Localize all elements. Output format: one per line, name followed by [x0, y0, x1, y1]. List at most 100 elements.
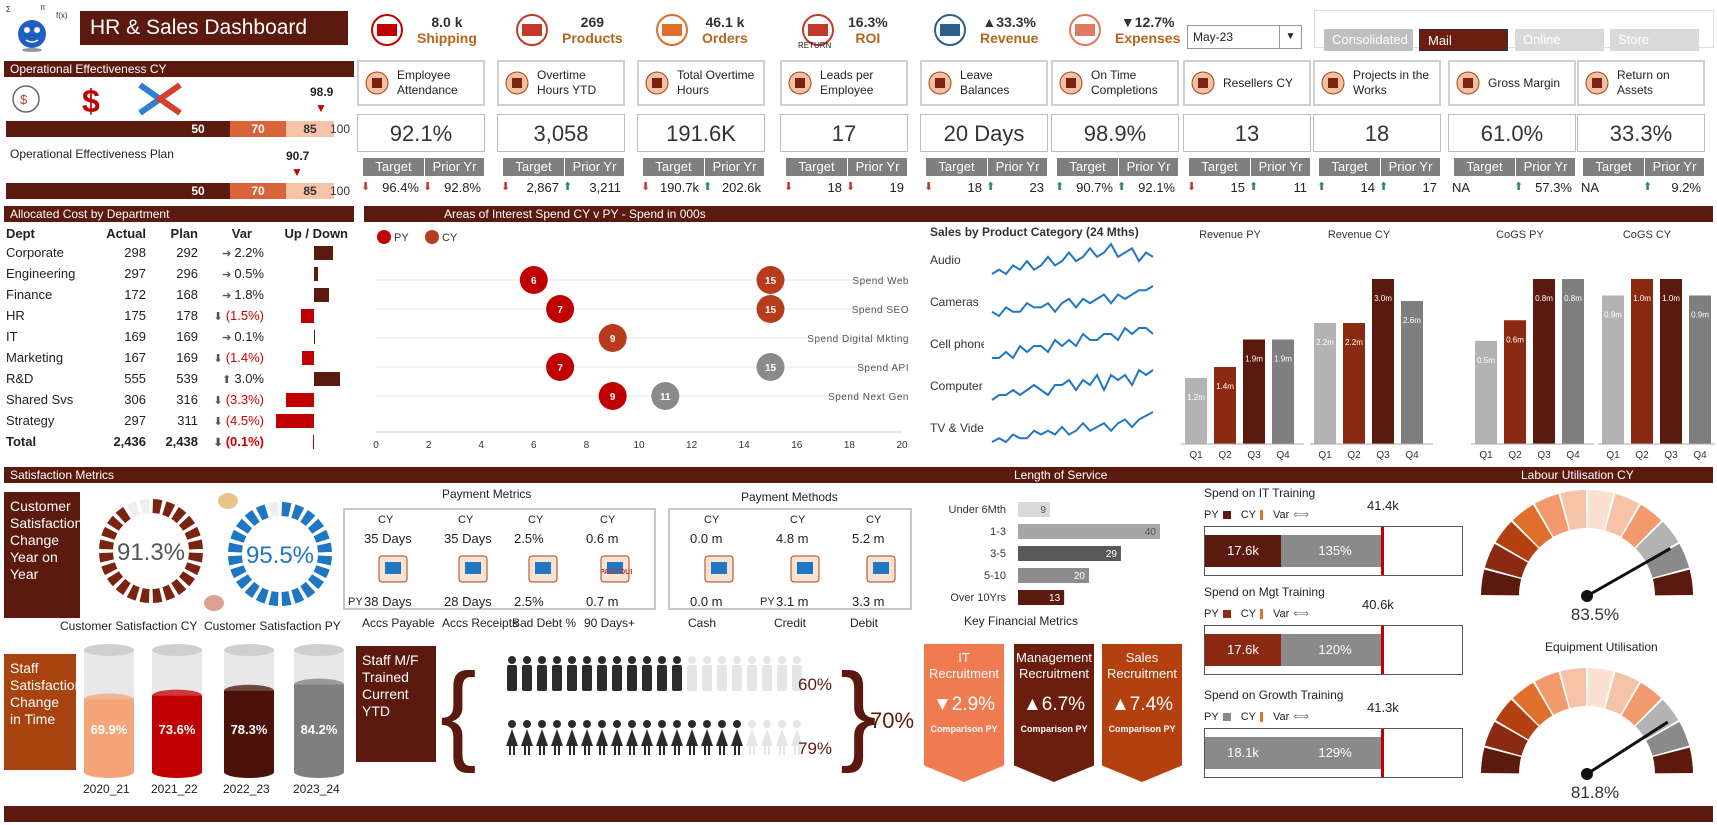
item-label: Credit	[774, 616, 807, 630]
bar	[1602, 295, 1624, 444]
gauge-band	[1512, 504, 1553, 548]
category-label: Spend Web	[852, 276, 909, 287]
bar	[1185, 378, 1207, 444]
target-value: 90.7%	[1076, 180, 1113, 195]
metric-card[interactable]: Resellers CY	[1183, 60, 1311, 106]
arrow-up-icon: ⬆	[1643, 181, 1653, 193]
x-tick-label: 10	[633, 440, 645, 451]
truck-completion-icon	[1057, 69, 1085, 97]
donut-py-segment	[230, 529, 247, 543]
training-var-label: 120%	[1318, 642, 1352, 657]
money-bag-icon	[643, 69, 671, 97]
legend-py: PY	[1204, 710, 1219, 723]
target-value: 190.7k	[659, 180, 699, 195]
metric-card[interactable]: Leave Balances	[920, 60, 1048, 106]
chevron-down-icon[interactable]: ▼	[1279, 26, 1301, 48]
target-label: Target	[1189, 158, 1251, 176]
donut-cy-segment	[139, 588, 150, 603]
svg-text:f(x): f(x)	[56, 11, 68, 20]
py-label: PY	[760, 596, 775, 608]
donut-py-segment	[236, 574, 253, 590]
gauge-band	[1560, 490, 1587, 531]
donut-cy-segment	[171, 507, 187, 524]
male-person-icon	[687, 656, 697, 691]
tab-store[interactable]: Store	[1610, 29, 1699, 51]
metric-card[interactable]: Overtime Hours YTD	[497, 60, 625, 106]
metric-card[interactable]: Gross Margin	[1448, 60, 1576, 106]
op-eff-icons: $ $	[10, 82, 210, 119]
metric-card[interactable]: Employee Attendance	[357, 60, 485, 106]
financial-title: Key Financial Metrics	[964, 614, 1079, 628]
var-cell: ⬇ (1.4%)	[198, 350, 264, 365]
cy-label: CY	[458, 514, 474, 526]
x-tick-label: Q3	[1664, 450, 1678, 461]
legend-swatch-cy	[425, 230, 439, 244]
py-value: 38 Days	[364, 594, 412, 609]
py-value: 3.1 m	[776, 594, 809, 609]
tab-consolidated[interactable]: Consolidated	[1324, 29, 1413, 51]
prior-value: 19	[889, 180, 904, 195]
kpi-value-1: 269	[580, 14, 605, 30]
bar-label: 0.9m	[1604, 311, 1622, 320]
metric-label: Resellers CY	[1223, 75, 1294, 90]
var-value: (3.3%)	[225, 392, 264, 407]
arrow-down-icon: ⬇	[924, 181, 934, 193]
bar	[1272, 339, 1294, 444]
prior-label: Prior Yr	[1516, 158, 1576, 176]
item-label: Cash	[688, 616, 717, 630]
labour-gauge: 83.5%	[1481, 490, 1693, 624]
period-select[interactable]: May-23 ▼	[1187, 25, 1302, 49]
customer-sat-tile: Customer Satisfaction Change Year on Yea…	[4, 492, 82, 618]
actual-cell: 555	[124, 371, 146, 386]
donut-cy-segment	[101, 562, 118, 576]
bar	[1343, 323, 1365, 444]
x-tick-label: Q3	[1537, 450, 1551, 461]
donut-py-segment	[313, 565, 330, 579]
dept-cell: HR	[6, 308, 25, 323]
table-row: Finance 172 168 ➔ 1.8%	[6, 284, 348, 305]
leads-icon	[786, 69, 814, 97]
metric-card[interactable]: Projects in the Works	[1313, 60, 1441, 106]
legend-cy-swatch	[1259, 608, 1263, 619]
dept-cell: Finance	[6, 287, 53, 302]
metric-card[interactable]: Return on Assets	[1577, 60, 1705, 106]
metric-card[interactable]: Total Overtime Hours	[637, 60, 765, 106]
tab-mail[interactable]: Mail	[1419, 29, 1508, 51]
x-tick-label: 12	[686, 440, 698, 451]
target-prior-values: ⬆ 14 ⬆ 17	[1317, 180, 1441, 196]
footer-band	[4, 806, 1713, 822]
training-legend: PY CY Var ⟺	[1204, 607, 1309, 621]
metric-card[interactable]: Leads per Employee	[780, 60, 908, 106]
dept-cell: Marketing	[6, 350, 64, 365]
gauge-band	[1495, 699, 1539, 740]
financial-tile-title: Sales Recruitment	[1106, 650, 1178, 681]
female-person-icon	[791, 720, 803, 755]
data-point	[546, 295, 575, 323]
customer-sat-donuts: 91.3% 95.5%	[99, 493, 332, 611]
financial-tile-value: ▼2.9%	[932, 694, 996, 715]
stopwatch-icon	[503, 69, 531, 97]
donut-cy-segment	[126, 501, 140, 518]
cylinder-label: 2023_24	[293, 782, 340, 796]
metric-value: 20 Days	[920, 114, 1048, 152]
target-label: Target	[786, 158, 848, 176]
payment-methods-title: Payment Methods	[741, 490, 838, 504]
bar	[1243, 339, 1265, 444]
donut-py-segment	[244, 581, 260, 598]
metric-card[interactable]: On Time Completions	[1051, 60, 1179, 106]
bar	[1660, 279, 1682, 444]
cylinder-fill	[84, 699, 134, 772]
donut-cy-segment	[188, 539, 203, 550]
bar	[1562, 279, 1584, 444]
donut-cy-segment	[152, 588, 163, 603]
x-tick-label: Q1	[1606, 450, 1620, 461]
kpi-label-4: Revenue	[980, 30, 1039, 46]
cy-label: CY	[528, 514, 544, 526]
female-pct: 79%	[798, 739, 832, 758]
legend-var: Var	[1272, 508, 1290, 521]
tab-online[interactable]: Online	[1515, 29, 1604, 51]
table-row: HR 175 178 ⬇ (1.5%)	[6, 305, 348, 326]
x-tick-label: Q3	[1376, 450, 1390, 461]
bar-label: 1.4m	[1216, 382, 1234, 391]
sparkline-mask	[984, 240, 990, 450]
